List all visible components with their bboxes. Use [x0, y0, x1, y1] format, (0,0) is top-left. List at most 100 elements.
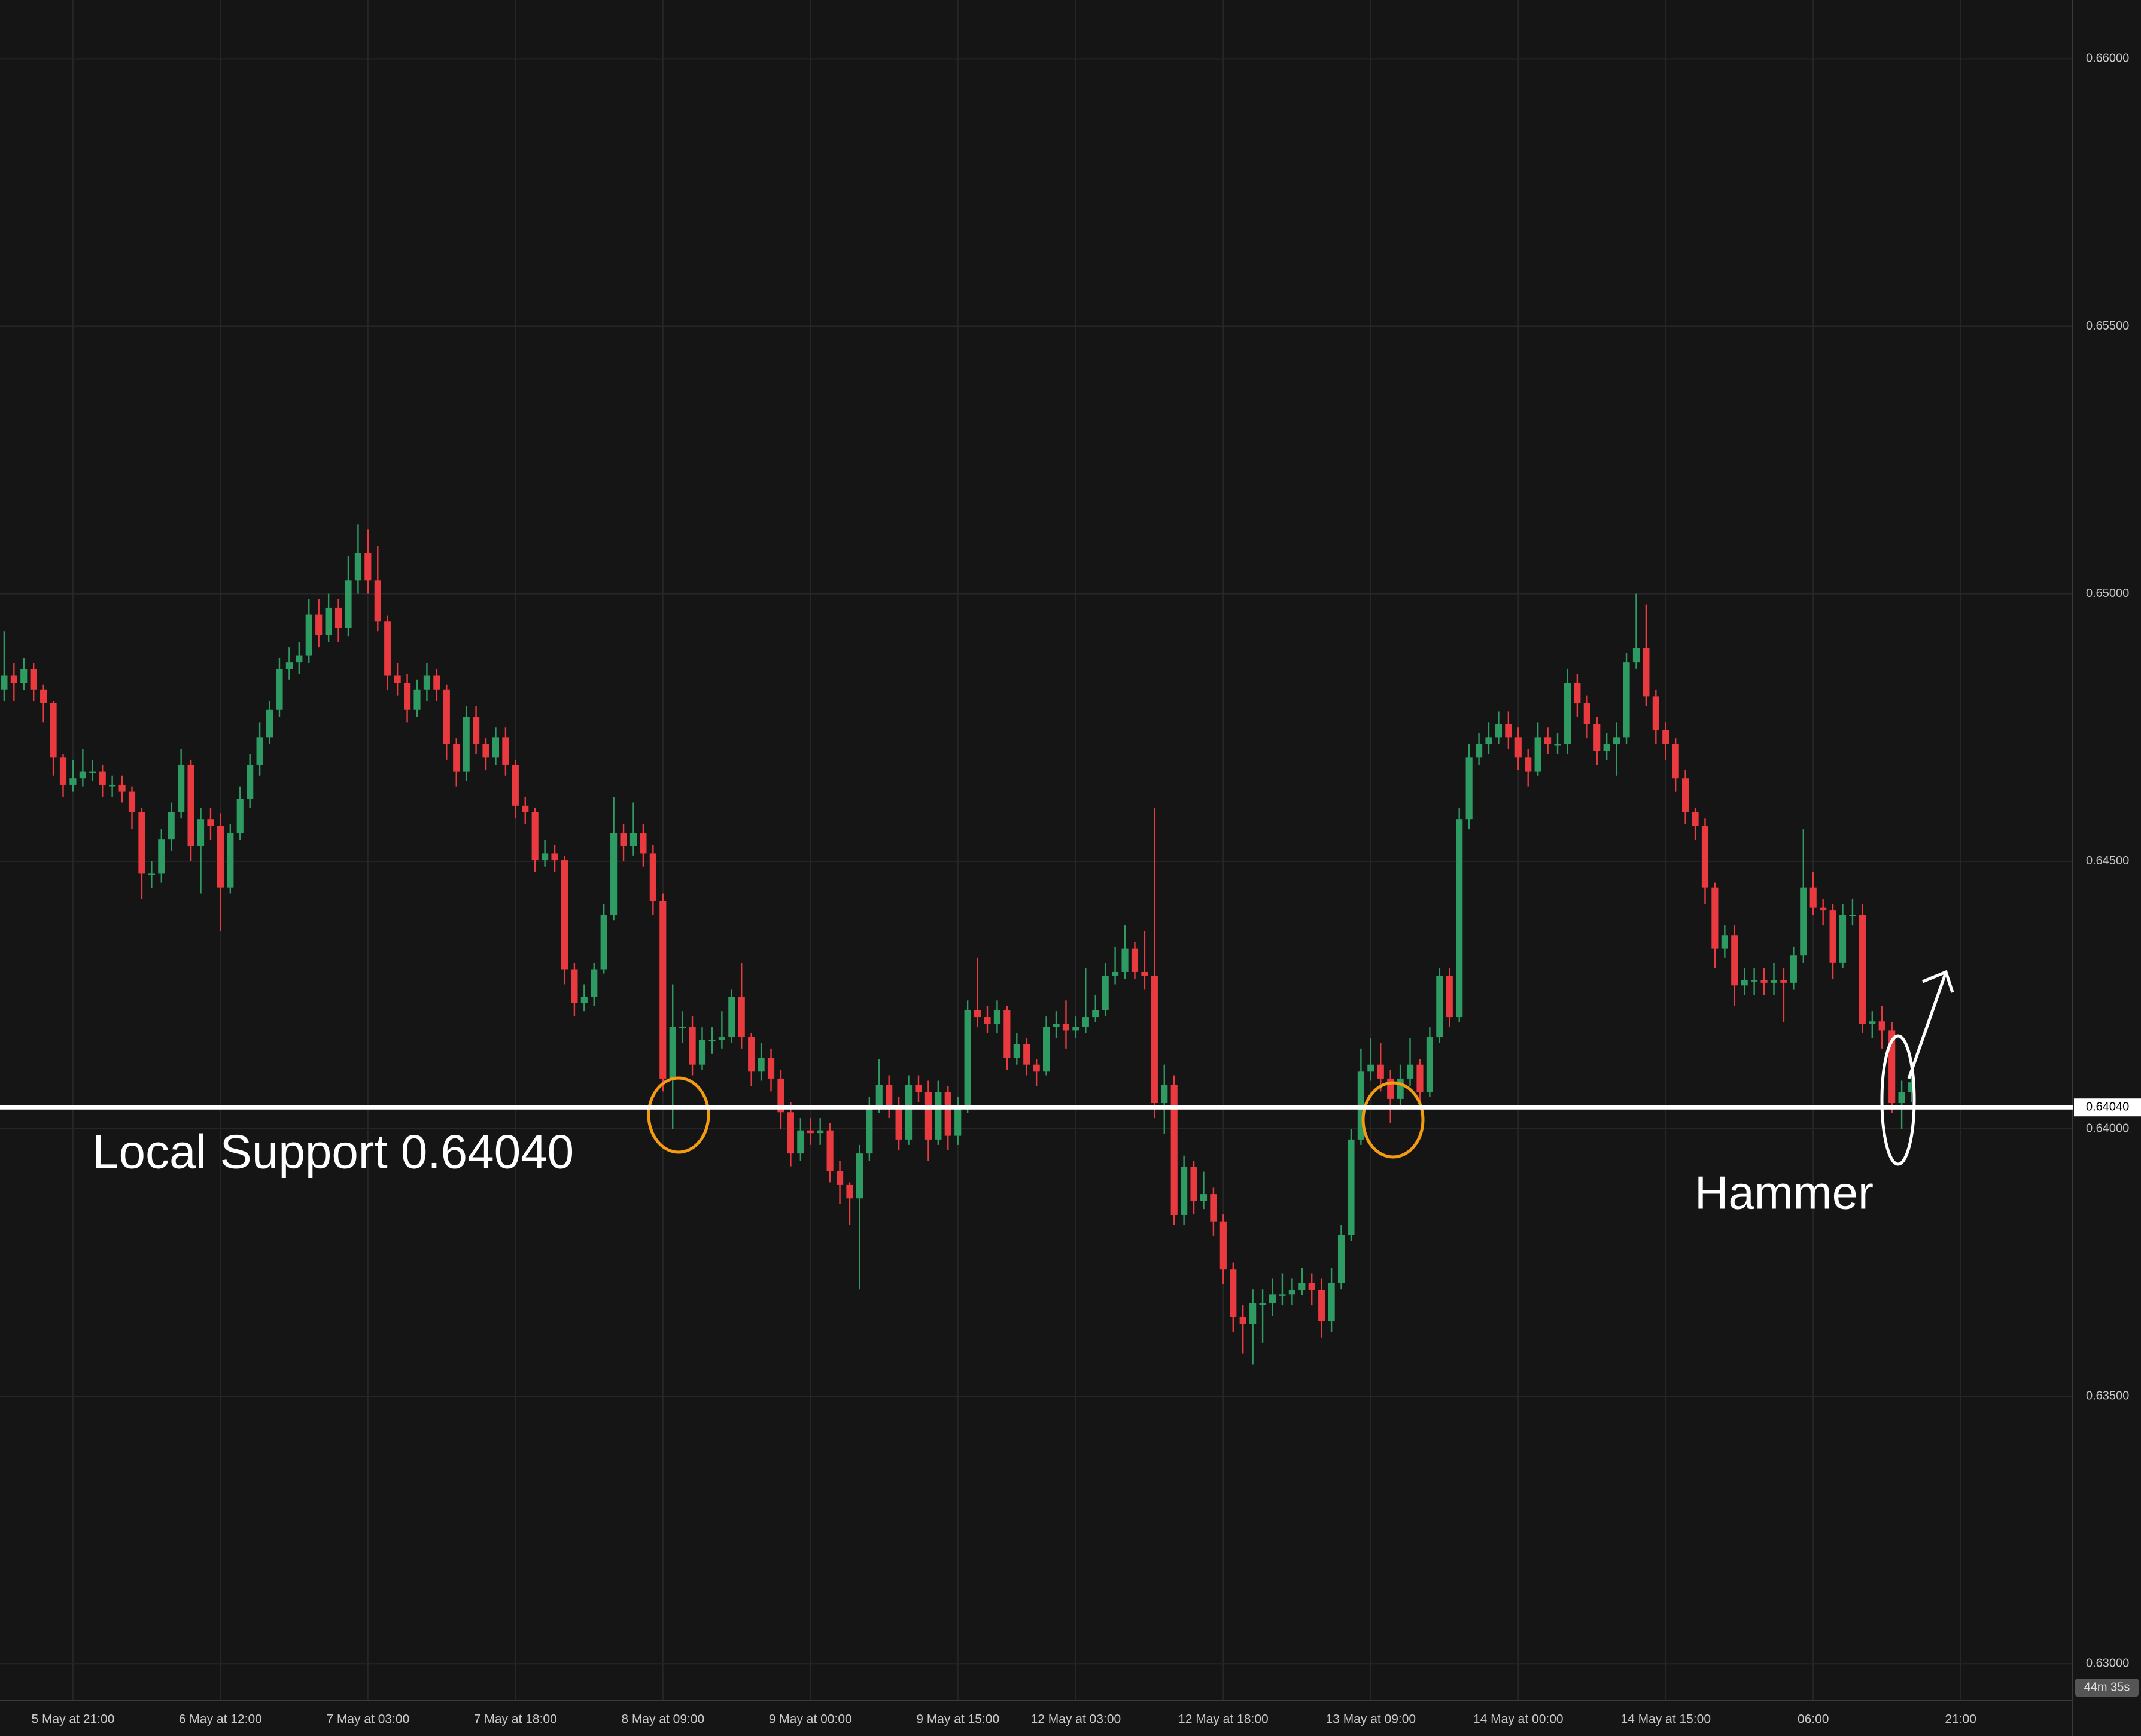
candle-body	[1574, 683, 1581, 703]
candle-body	[1692, 812, 1699, 826]
candle-body	[531, 812, 539, 861]
countdown: 44m 35s	[2084, 1680, 2130, 1694]
candle-body	[748, 1037, 755, 1072]
candle-body	[551, 853, 558, 861]
candle-body	[640, 833, 647, 854]
x-tick-label: 14 May at 15:00	[1620, 1713, 1711, 1726]
x-tick-label: 06:00	[1798, 1713, 1829, 1726]
countdown-tag	[2075, 1679, 2139, 1697]
candle-body	[512, 764, 519, 806]
candle-body	[1751, 980, 1758, 982]
candle-body	[1829, 910, 1836, 963]
candle-body	[1200, 1194, 1208, 1201]
candle-body	[1820, 907, 1827, 911]
candle-body	[158, 839, 165, 874]
x-tick-label: 12 May at 18:00	[1178, 1713, 1269, 1726]
candle-body	[1888, 1030, 1896, 1104]
support-price-tag	[2074, 1098, 2141, 1117]
candle-body	[1839, 915, 1847, 963]
candle-body	[285, 662, 293, 669]
candle-body	[1328, 1283, 1335, 1321]
candle-body	[1181, 1167, 1188, 1215]
candle-body	[384, 621, 391, 676]
candle-body	[1259, 1303, 1266, 1305]
candle-body	[817, 1130, 824, 1134]
candle-body	[1377, 1064, 1384, 1079]
candle-body	[502, 737, 509, 765]
x-tick-label: 7 May at 18:00	[474, 1713, 557, 1726]
candle-body	[856, 1153, 863, 1199]
candle-body	[1800, 887, 1807, 956]
candle-body	[1613, 737, 1620, 744]
candle-body	[1121, 948, 1129, 972]
candle-body	[20, 669, 28, 683]
candle-body	[148, 873, 155, 875]
y-tick-label: 0.65000	[2086, 587, 2129, 600]
candle-body	[718, 1037, 725, 1040]
candle-body	[924, 1092, 932, 1140]
candle-body	[1731, 935, 1738, 986]
candle-body	[1603, 744, 1610, 751]
candle-body	[1869, 1021, 1876, 1024]
x-tick-label: 6 May at 12:00	[179, 1713, 262, 1726]
candle-body	[276, 669, 283, 710]
candle-body	[1465, 757, 1473, 820]
axes: 0.63000 0.63500 0.64000 0.64500 0.65000 0.655…	[31, 52, 2141, 1726]
candle-body	[993, 1010, 1001, 1024]
x-tick-label: 9 May at 15:00	[916, 1713, 999, 1726]
candle-body	[708, 1040, 716, 1042]
candle-body	[118, 784, 126, 792]
candle-body	[1, 675, 8, 690]
grid	[0, 0, 2073, 1701]
candle-body	[1711, 887, 1719, 949]
candle-body	[128, 791, 136, 812]
candle-body	[138, 812, 145, 874]
candle-body	[1790, 955, 1797, 983]
candle-body	[571, 969, 578, 1003]
candle-body	[629, 833, 637, 846]
candle-body	[1033, 1064, 1040, 1072]
candle-body	[728, 997, 735, 1038]
candle-body	[1131, 948, 1139, 972]
candle-body	[1239, 1317, 1246, 1324]
candle-body	[1898, 1092, 1905, 1104]
x-tick-label: 8 May at 09:00	[621, 1713, 704, 1726]
candle-body	[168, 812, 175, 840]
candle-body	[679, 1027, 686, 1028]
candle-body	[1701, 826, 1709, 888]
candle-body	[1721, 935, 1728, 949]
candle-body	[1475, 744, 1483, 758]
candle-body	[178, 764, 185, 812]
candle-body	[79, 771, 86, 779]
candle-body	[1859, 915, 1866, 1024]
candle-body	[247, 764, 254, 799]
candle-body	[1760, 980, 1768, 983]
candle-body	[443, 689, 450, 744]
candle-body	[1023, 1044, 1030, 1065]
candle-body	[1525, 757, 1532, 772]
candle-body	[826, 1130, 834, 1171]
hammer-circle	[1880, 1034, 1916, 1166]
candle-body	[542, 853, 549, 861]
candle-body	[1062, 1024, 1070, 1031]
candle-body	[1652, 696, 1659, 730]
candle-body	[846, 1184, 853, 1199]
candle-body	[944, 1092, 951, 1136]
y-tick-label: 0.64000	[2086, 1122, 2129, 1135]
candle-body	[266, 709, 273, 738]
candle-body	[1288, 1290, 1295, 1295]
candle-body	[453, 744, 460, 772]
candle-body	[1072, 1027, 1079, 1031]
candle-body	[610, 833, 618, 915]
candle-body	[561, 860, 568, 970]
candle-body	[1514, 737, 1522, 758]
hammer-label: Hammer	[1695, 1167, 1874, 1219]
x-tick-label: 7 May at 03:00	[326, 1713, 409, 1726]
candle-body	[522, 805, 529, 812]
candle-body	[1397, 1078, 1404, 1099]
candle-body	[787, 1112, 794, 1154]
y-tick-label: 0.63000	[2086, 1657, 2129, 1670]
candle-body	[217, 826, 224, 888]
candle-body	[1367, 1064, 1374, 1072]
